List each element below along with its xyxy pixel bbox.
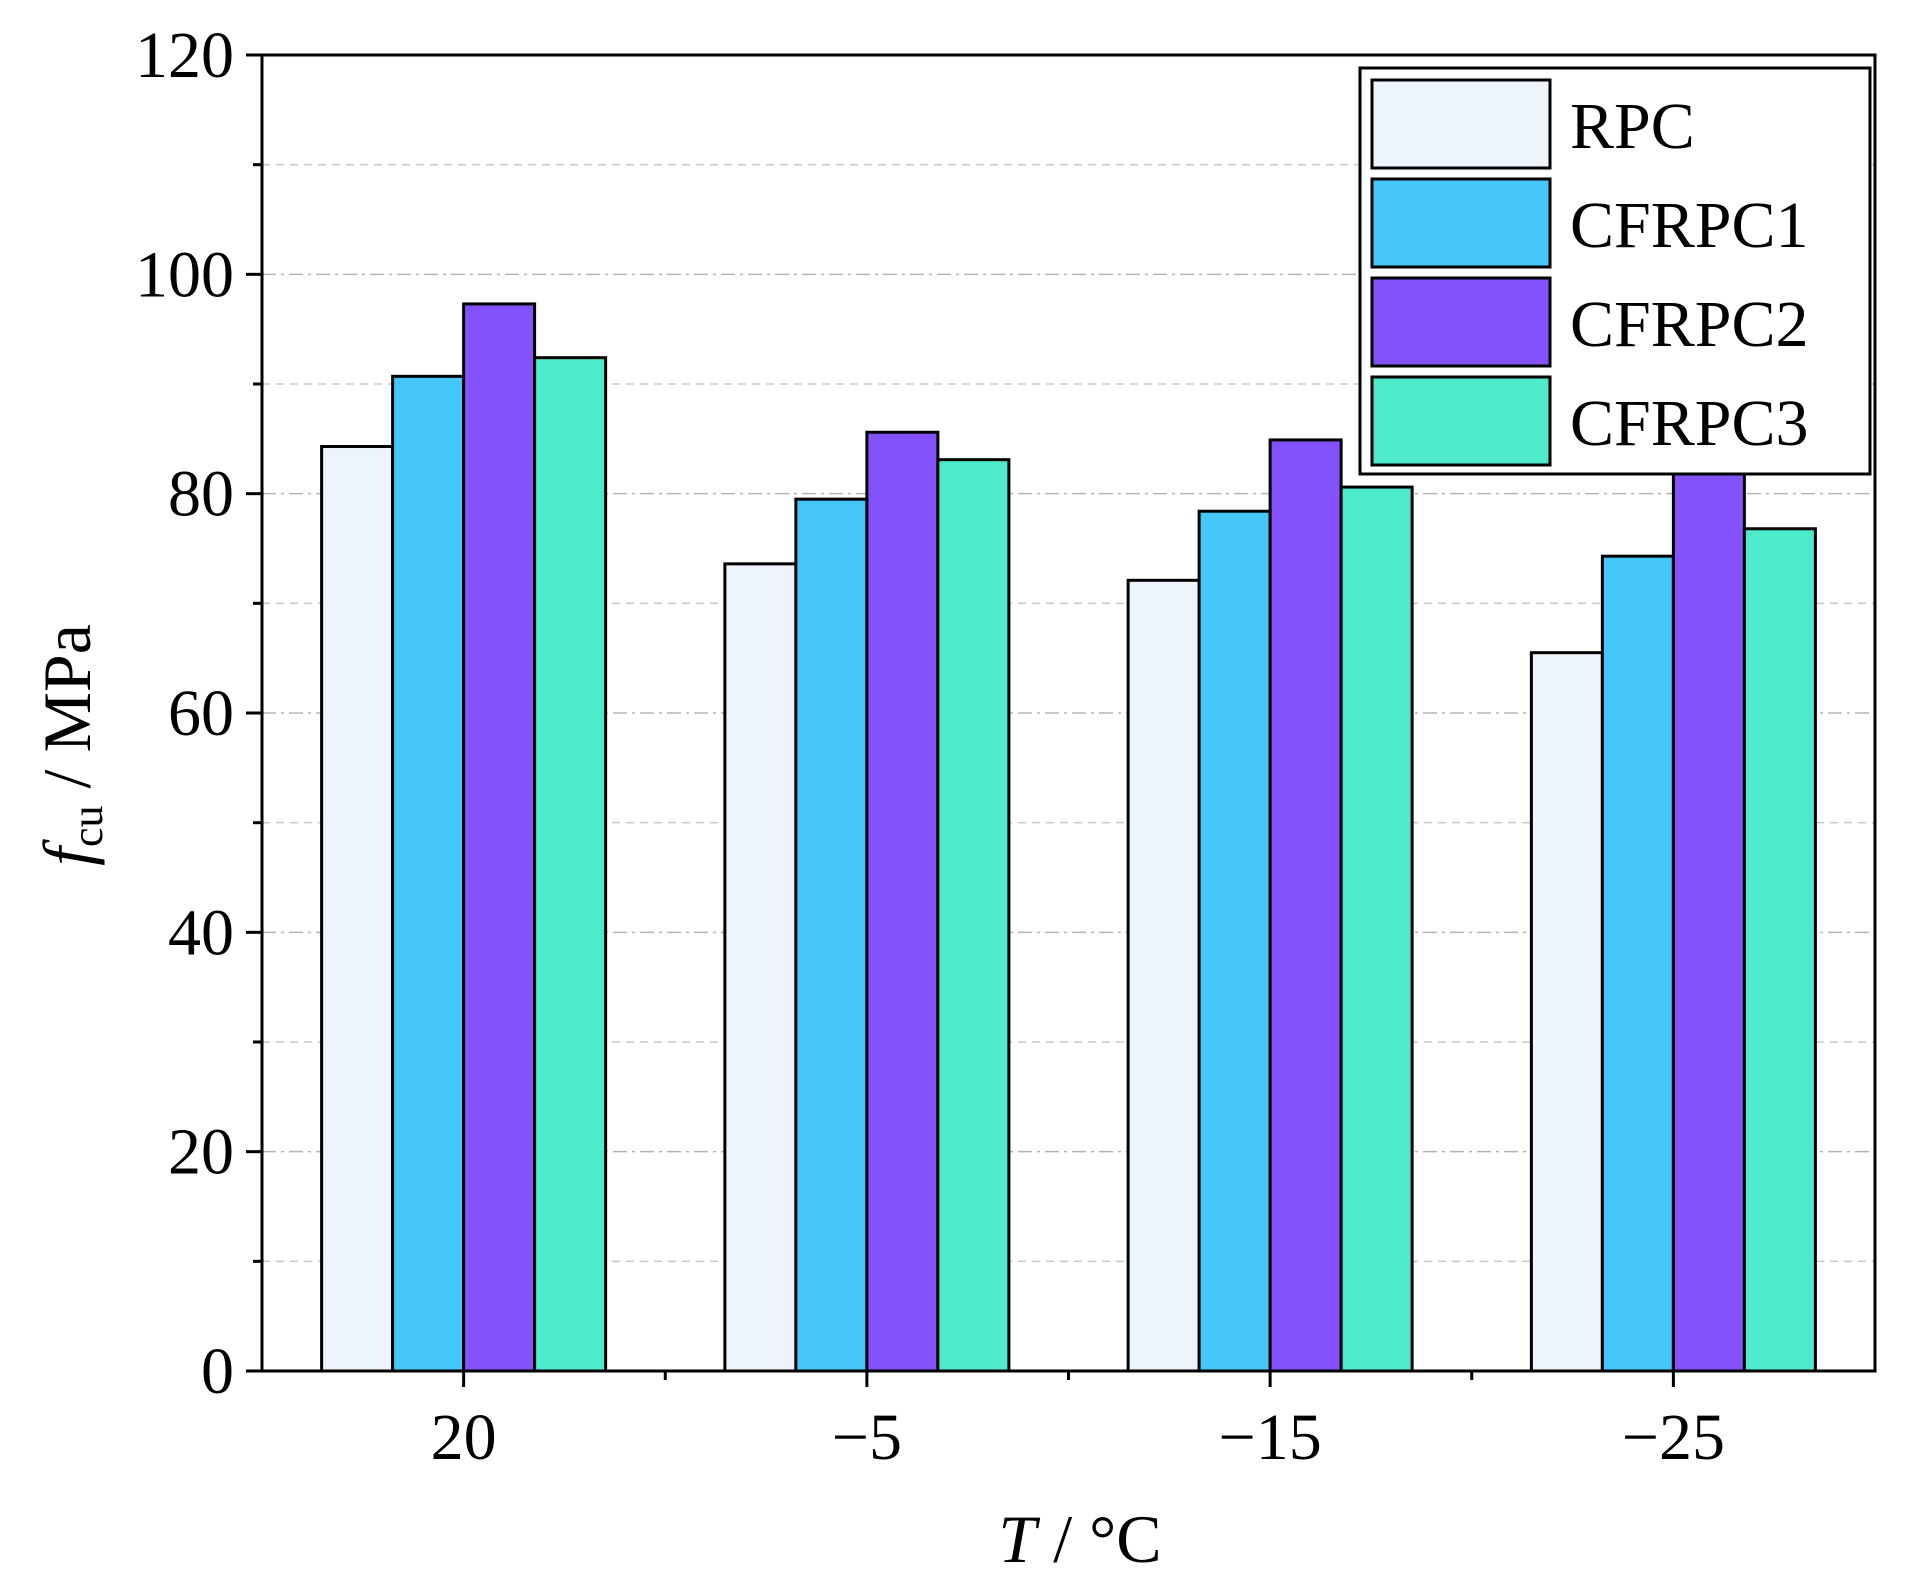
x-axis-title-symbol: T [998,1501,1040,1577]
legend-label-cfrpc2: CFRPC2 [1570,288,1808,361]
bar-cfrpc3-0 [533,356,608,1373]
bar-cfrpc1-1 [794,497,869,1373]
bar-cfrpc3-2 [1339,485,1414,1373]
x-tick-label: −15 [1219,1401,1322,1474]
x-tick-label: 20 [431,1401,497,1474]
bar-rpc-0 [320,445,395,1373]
y-tick-label: 40 [168,896,234,969]
y-tick-label: 0 [201,1335,234,1408]
legend-label-cfrpc1: CFRPC1 [1570,189,1808,262]
bar-rpc-1 [723,562,798,1373]
bar-cfrpc3-3 [1742,527,1817,1373]
x-axis-title-unit: / °C [1036,1501,1161,1577]
y-tick-label: 20 [168,1116,234,1189]
bar-cfrpc2-3 [1671,446,1746,1373]
bar-cfrpc1-2 [1197,509,1272,1373]
bar-cfrpc2-2 [1268,438,1343,1373]
bar-cfrpc2-0 [462,302,537,1373]
legend-label-cfrpc3: CFRPC3 [1570,387,1808,460]
bar-cfrpc3-1 [936,458,1011,1373]
legend-swatch-cfrpc1 [1370,177,1552,269]
axes: 0 20 40 60 80 100 120 20 −5 −15 −25 [135,19,1877,1474]
bar-cfrpc1-0 [391,374,466,1373]
bar-cfrpc1-3 [1600,554,1675,1373]
y-tick-label: 60 [168,677,234,750]
bars [320,302,1817,1373]
x-axis-title: T / °C [998,1501,1161,1577]
legend-label-rpc: RPC [1570,90,1695,163]
legend: RPC CFRPC1 CFRPC2 CFRPC3 [1358,66,1872,476]
bar-rpc-3 [1529,651,1604,1373]
y-tick-label: 120 [135,19,234,92]
legend-swatch-cfrpc3 [1370,375,1552,467]
y-axis-title-unit: / MPa [29,624,105,805]
y-axis-title-subscript: cu [63,805,112,847]
y-tick-label: 80 [168,458,234,531]
x-tick-label: −5 [832,1401,902,1474]
bar-cfrpc2-1 [865,430,940,1373]
y-tick-label: 100 [135,238,234,311]
legend-swatch-rpc [1370,78,1552,170]
x-tick-label: −25 [1622,1401,1725,1474]
legend-swatch-cfrpc2 [1370,276,1552,368]
bar-rpc-2 [1126,578,1201,1373]
